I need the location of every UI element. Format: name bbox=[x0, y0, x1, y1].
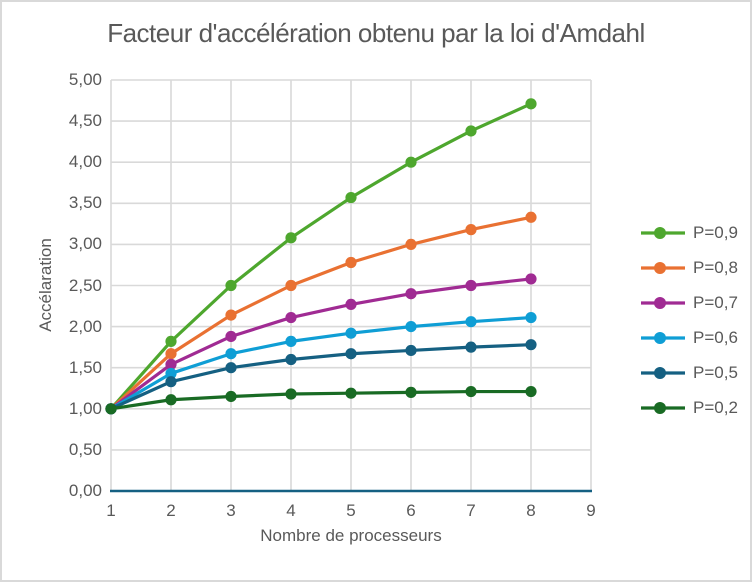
x-tick-label-8: 8 bbox=[526, 501, 536, 520]
data-point-P=0,2-x2 bbox=[165, 394, 177, 406]
legend-label: P=0,5 bbox=[693, 363, 738, 382]
data-point-P=0,9-x8 bbox=[525, 98, 537, 110]
data-point-P=0,5-x7 bbox=[465, 341, 477, 353]
data-point-P=0,6-x8 bbox=[525, 311, 537, 324]
y-tick-label-4,00: 4,00 bbox=[68, 152, 102, 172]
data-point-P=0,9-x2 bbox=[165, 335, 177, 347]
data-point-P=0,7-x4 bbox=[285, 311, 297, 324]
legend-label: P=0,6 bbox=[693, 328, 738, 347]
data-point-P=0,2-x3 bbox=[225, 390, 237, 403]
legend-marker-icon bbox=[641, 402, 685, 414]
y-tick-label-0,50: 0,50 bbox=[68, 439, 102, 459]
legend-label: P=0,7 bbox=[693, 293, 738, 312]
data-point-P=0,2-x4 bbox=[285, 388, 297, 400]
data-point-P=0,8-x4 bbox=[285, 279, 297, 292]
y-tick-label-3,50: 3,50 bbox=[68, 193, 102, 213]
data-point-P=0,9-x6 bbox=[405, 156, 417, 168]
x-tick-label-2: 2 bbox=[166, 501, 176, 520]
data-point-P=0,8-x8 bbox=[525, 211, 537, 223]
chart-title: Facteur d'accélération obtenu par la loi… bbox=[107, 18, 645, 48]
legend-marker-icon bbox=[641, 367, 685, 379]
x-tick-label-4: 4 bbox=[286, 501, 296, 520]
legend: P=0,9 P=0,8 P=0,7 P=0,6 P=0,5 P=0,2 bbox=[640, 221, 738, 420]
series-line-P=0,8 bbox=[109, 215, 533, 411]
data-point-P=0,6-x4 bbox=[285, 335, 297, 347]
data-point-P=0,8-x6 bbox=[405, 238, 417, 250]
legend-item-P=0,7: P=0,7 bbox=[640, 291, 738, 315]
y-tick-label-4,50: 4,50 bbox=[68, 111, 102, 131]
legend-item-P=0,6: P=0,6 bbox=[640, 326, 738, 350]
data-point-P=0,7-x7 bbox=[465, 279, 477, 292]
y-tick-label-2,50: 2,50 bbox=[68, 275, 102, 295]
y-tick-label-5,00: 5,00 bbox=[68, 70, 102, 89]
data-point-P=0,6-x7 bbox=[465, 316, 477, 328]
data-point-P=0,6-x3 bbox=[225, 348, 237, 360]
legend-marker-icon bbox=[641, 262, 685, 274]
data-point-P=0,2-x6 bbox=[405, 386, 417, 398]
y-tick-label-0,00: 0,00 bbox=[68, 481, 102, 500]
legend-item-P=0,5: P=0,5 bbox=[640, 361, 738, 385]
data-point-P=0,9-x5 bbox=[345, 191, 357, 204]
data-point-P=0,7-x3 bbox=[225, 330, 237, 343]
legend-marker-icon bbox=[641, 332, 685, 344]
data-point-P=0,9-x4 bbox=[285, 232, 297, 244]
data-point-P=0,5-x6 bbox=[405, 344, 417, 357]
data-point-P=0,2-x5 bbox=[345, 387, 357, 399]
y-tick-label-1,00: 1,00 bbox=[68, 398, 102, 418]
series-line-P=0,7 bbox=[109, 277, 533, 411]
data-point-P=0,5-x5 bbox=[345, 348, 357, 360]
legend-marker-icon bbox=[641, 227, 685, 239]
series-line-P=0,2 bbox=[109, 389, 533, 411]
x-tick-label-7: 7 bbox=[466, 501, 476, 520]
data-point-P=0,2-x1 bbox=[105, 403, 117, 415]
data-point-P=0,8-x3 bbox=[225, 309, 237, 321]
x-axis-title: Nombre de processeurs bbox=[260, 526, 442, 545]
data-point-P=0,5-x3 bbox=[225, 362, 237, 374]
legend-label: P=0,2 bbox=[693, 398, 738, 417]
data-point-P=0,9-x7 bbox=[465, 125, 477, 137]
x-tick-label-1: 1 bbox=[106, 501, 116, 520]
x-tick-label-3: 3 bbox=[226, 501, 236, 520]
data-point-P=0,5-x8 bbox=[525, 339, 537, 351]
legend-item-P=0,8: P=0,8 bbox=[640, 256, 738, 280]
data-point-P=0,9-x3 bbox=[225, 279, 237, 292]
y-tick-label-2,00: 2,00 bbox=[68, 316, 102, 336]
data-point-P=0,7-x8 bbox=[525, 273, 537, 285]
data-point-P=0,5-x4 bbox=[285, 353, 297, 366]
series-line-P=0,5 bbox=[109, 343, 533, 411]
x-tick-label-5: 5 bbox=[346, 501, 356, 520]
data-point-P=0,6-x2 bbox=[165, 367, 177, 380]
data-point-P=0,8-x7 bbox=[465, 224, 477, 236]
data-point-P=0,6-x6 bbox=[405, 321, 417, 333]
x-tick-label-9: 9 bbox=[586, 501, 596, 520]
y-tick-label-1,50: 1,50 bbox=[68, 357, 102, 377]
x-tick-label-6: 6 bbox=[406, 501, 416, 520]
legend-item-P=0,2: P=0,2 bbox=[640, 396, 738, 420]
data-point-P=0,8-x5 bbox=[345, 256, 357, 269]
series-line-P=0,6 bbox=[109, 315, 533, 411]
data-point-P=0,2-x7 bbox=[465, 385, 477, 398]
data-point-P=0,2-x8 bbox=[525, 385, 537, 398]
y-tick-label-3,00: 3,00 bbox=[68, 234, 102, 254]
y-axis-title: Accélaration bbox=[36, 238, 55, 332]
data-point-P=0,5-x2 bbox=[165, 376, 177, 388]
series-line-P=0,9 bbox=[109, 102, 533, 411]
legend-marker-icon bbox=[641, 297, 685, 309]
legend-label: P=0,8 bbox=[693, 258, 738, 277]
legend-item-P=0,9: P=0,9 bbox=[640, 221, 738, 245]
data-point-P=0,8-x2 bbox=[165, 348, 177, 360]
data-point-P=0,7-x6 bbox=[405, 288, 417, 300]
legend-label: P=0,9 bbox=[693, 223, 738, 242]
data-point-P=0,6-x5 bbox=[345, 327, 357, 339]
data-point-P=0,7-x2 bbox=[165, 358, 177, 371]
data-point-P=0,7-x5 bbox=[345, 298, 357, 311]
